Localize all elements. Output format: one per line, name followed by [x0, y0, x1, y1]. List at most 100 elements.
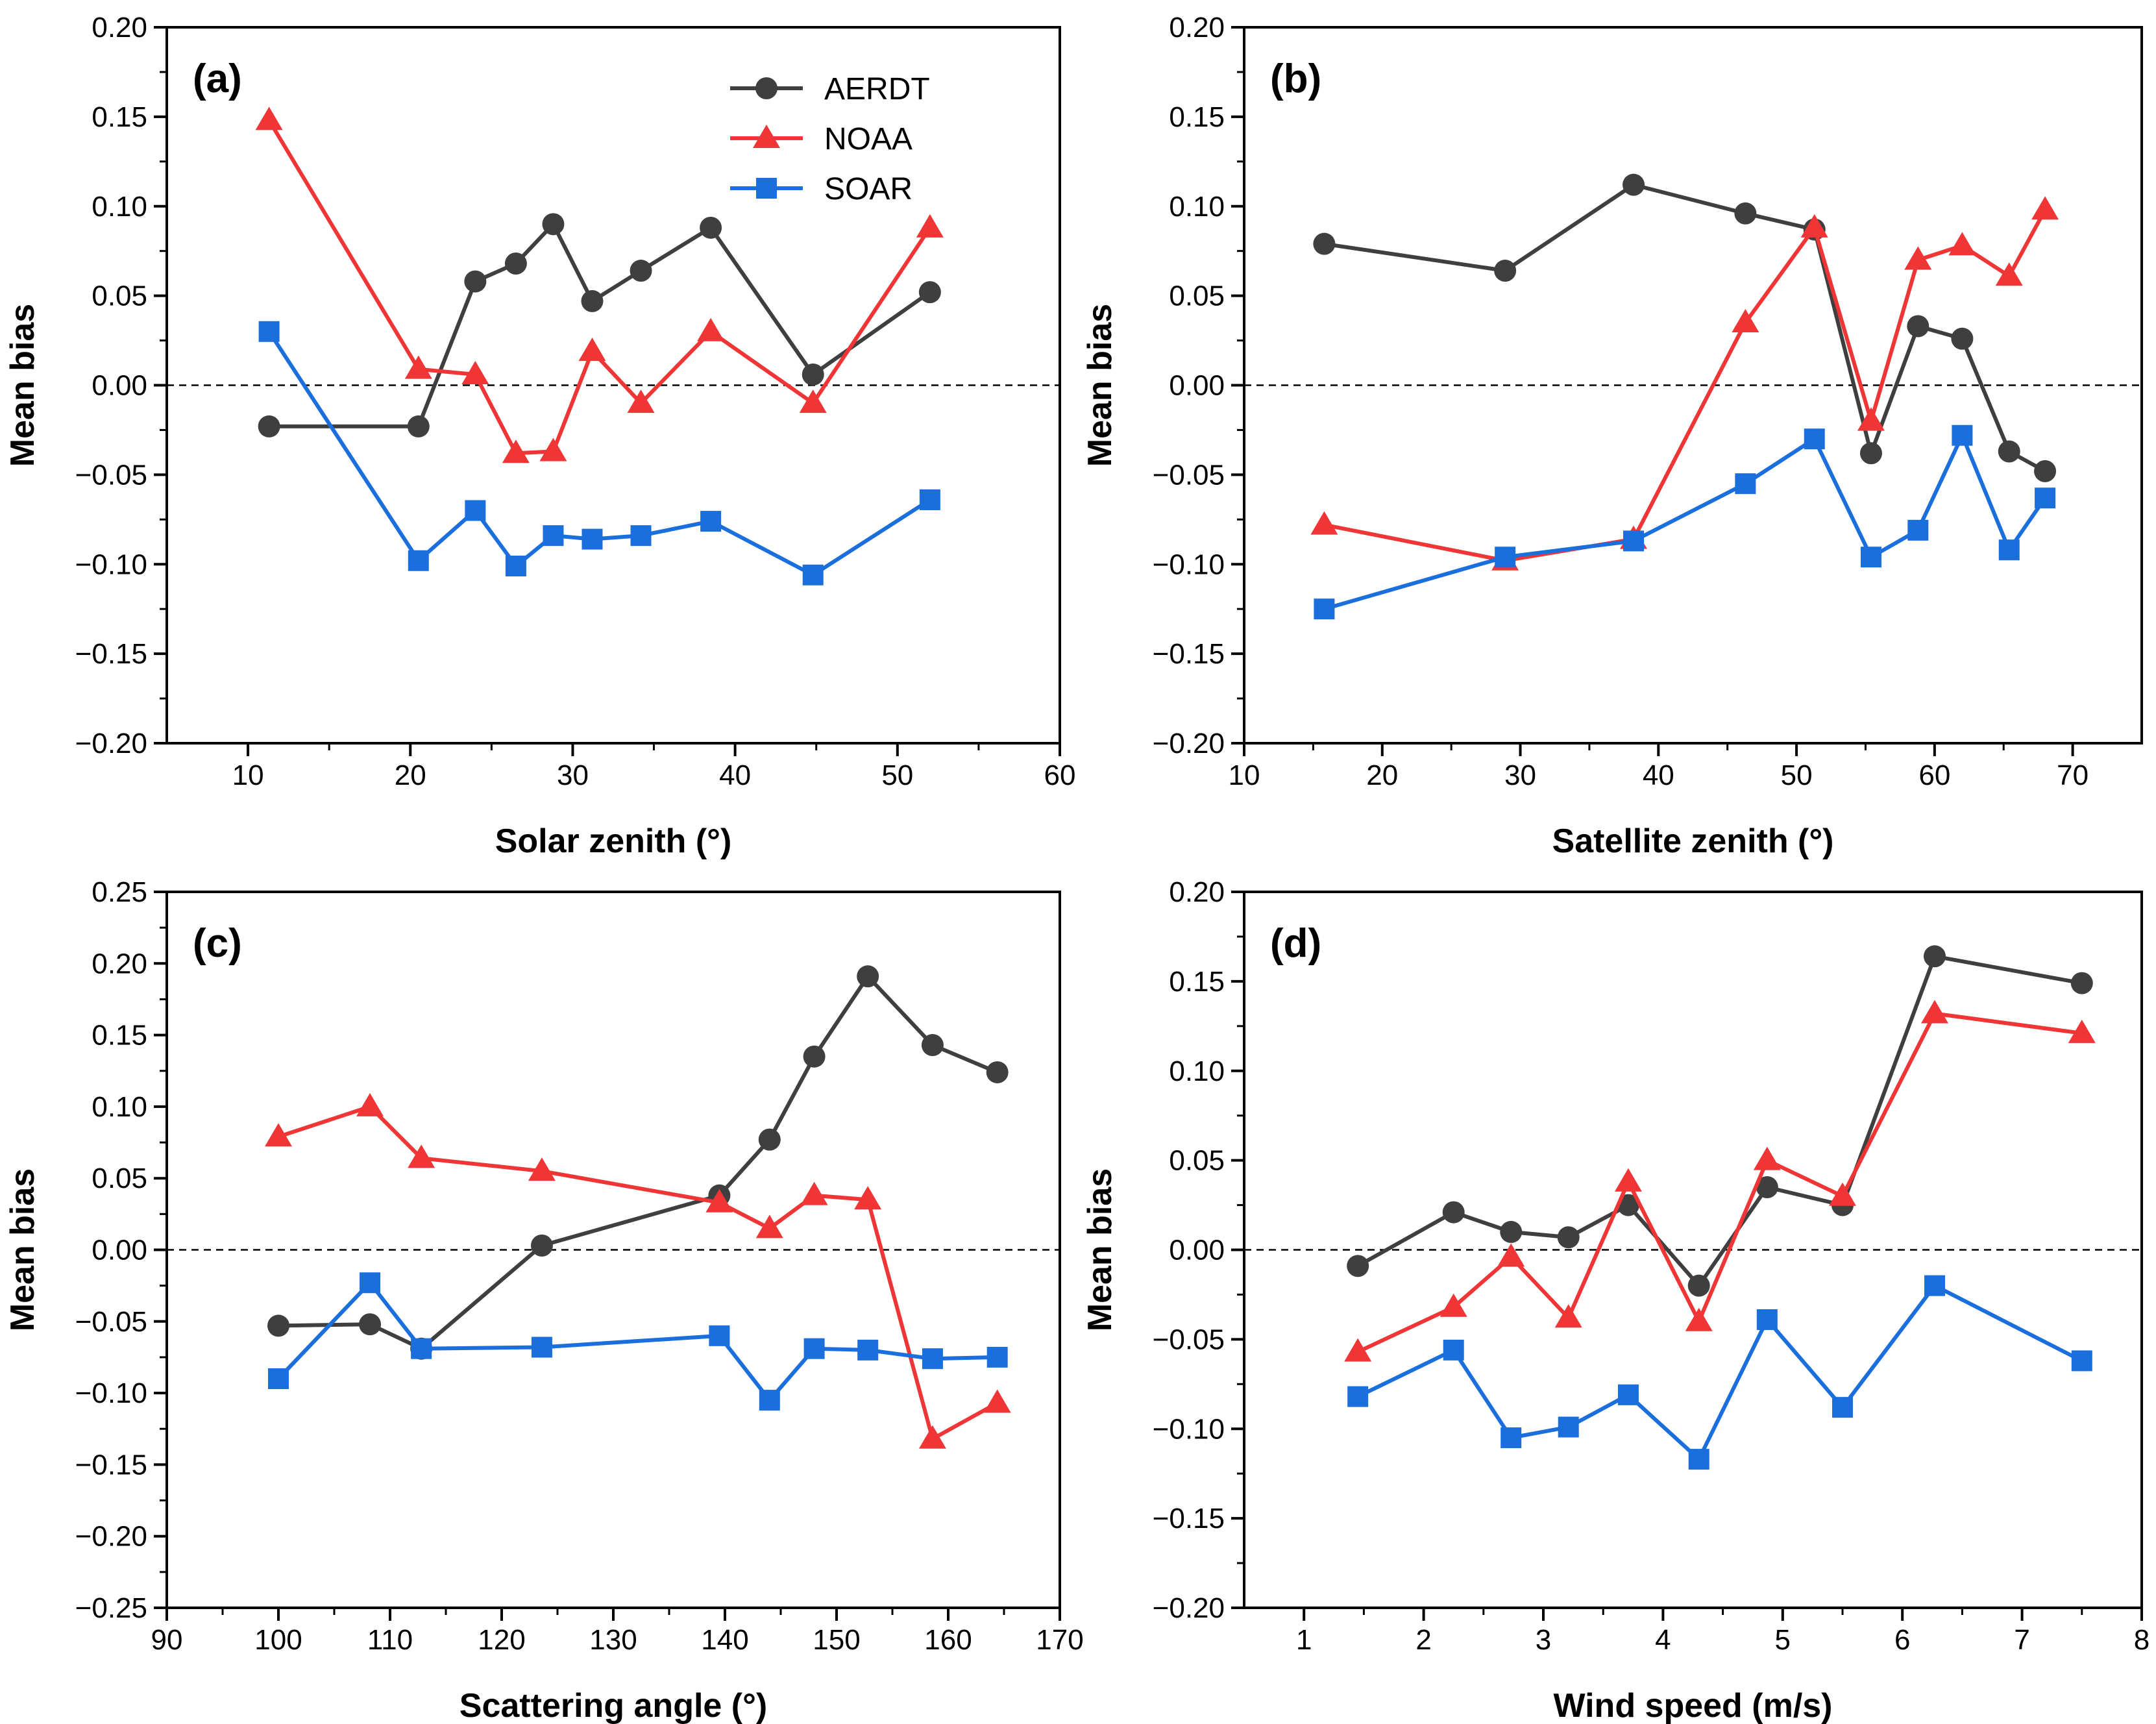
- x-tick-label: 3: [1536, 1624, 1551, 1656]
- data-point-aerdt: [1734, 202, 1757, 225]
- data-point-aerdt: [918, 281, 941, 304]
- y-tick-label: 0.10: [1169, 191, 1225, 223]
- series-aerdt: [267, 965, 1009, 1360]
- data-point-soar: [2071, 1350, 2092, 1372]
- y-tick-label: 0.10: [1169, 1055, 1225, 1087]
- data-point-aerdt: [803, 1045, 826, 1068]
- data-point-soar: [709, 1325, 730, 1346]
- series-aerdt: [1313, 173, 2057, 482]
- data-point-aerdt: [700, 216, 722, 239]
- data-point-soar: [1924, 1275, 1945, 1296]
- series-aerdt: [258, 213, 941, 437]
- y-tick-label: 0.10: [92, 1091, 147, 1123]
- legend-marker: [753, 125, 780, 148]
- data-point-noaa: [1685, 1307, 1713, 1331]
- panel-label: (a): [193, 56, 242, 101]
- data-point-aerdt: [1687, 1274, 1710, 1297]
- data-point-aerdt: [464, 270, 487, 293]
- y-tick-label: 0.00: [92, 370, 147, 402]
- y-axis-label: Mean bias: [4, 304, 42, 467]
- data-point-noaa: [1439, 1293, 1467, 1317]
- data-point-noaa: [2068, 1019, 2096, 1043]
- data-point-aerdt: [267, 1314, 289, 1337]
- x-tick-label: 140: [701, 1624, 748, 1656]
- x-tick-label: 50: [1781, 759, 1813, 791]
- data-point-soar: [919, 489, 940, 510]
- data-point-soar: [258, 321, 280, 342]
- legend-item-aerdt: AERDT: [730, 72, 930, 106]
- data-point-noaa: [578, 338, 606, 362]
- y-tick-label: −0.05: [1153, 1324, 1225, 1355]
- x-tick-label: 10: [1229, 759, 1260, 791]
- data-point-soar: [630, 525, 652, 547]
- y-tick-label: −0.10: [75, 548, 147, 580]
- series-soar: [1314, 425, 2056, 620]
- data-point-aerdt: [986, 1061, 1009, 1083]
- x-tick-label: 20: [395, 759, 426, 791]
- y-tick-label: −0.20: [1153, 728, 1225, 759]
- legend-item-soar: SOAR: [730, 172, 913, 206]
- series-line-noaa: [1356, 1011, 2083, 1354]
- data-point-aerdt: [1313, 232, 1336, 255]
- data-point-soar: [1998, 539, 2020, 561]
- data-point-noaa: [1554, 1304, 1582, 1328]
- data-point-noaa: [1344, 1338, 1372, 1362]
- series-line-aerdt: [1356, 954, 2083, 1288]
- y-tick-label: 0.10: [92, 191, 147, 223]
- data-point-soar: [582, 528, 603, 550]
- data-point-soar: [1347, 1386, 1369, 1407]
- x-axis-label: Scattering angle (°): [459, 1687, 767, 1724]
- data-point-aerdt: [630, 260, 652, 282]
- data-point-noaa: [265, 1123, 292, 1147]
- series-line-soar: [267, 330, 931, 577]
- series-soar: [258, 321, 940, 585]
- data-point-noaa: [528, 1157, 556, 1181]
- y-tick-label: 0.15: [1169, 966, 1225, 998]
- data-point-noaa: [1948, 232, 1976, 256]
- x-tick-label: 6: [1894, 1624, 1910, 1656]
- y-tick-label: −0.05: [75, 1306, 147, 1338]
- x-tick-label: 10: [232, 759, 264, 791]
- data-point-noaa: [1904, 246, 1932, 270]
- series-line-aerdt: [1323, 182, 2046, 473]
- data-point-noaa: [539, 437, 567, 462]
- data-point-noaa: [918, 1425, 946, 1449]
- x-tick-label: 120: [478, 1624, 525, 1656]
- data-point-soar: [1501, 1427, 1522, 1449]
- data-point-soar: [922, 1348, 943, 1370]
- data-point-noaa: [1857, 407, 1885, 431]
- legend-label: SOAR: [824, 172, 913, 206]
- series-noaa: [255, 106, 944, 463]
- data-point-soar: [1952, 425, 1973, 446]
- data-point-noaa: [916, 214, 944, 238]
- x-tick-label: 50: [881, 759, 913, 791]
- y-tick-label: 0.15: [1169, 101, 1225, 133]
- data-point-soar: [465, 500, 486, 521]
- data-point-aerdt: [758, 1128, 781, 1151]
- y-tick-label: −0.20: [75, 728, 147, 759]
- data-point-noaa: [1995, 262, 2023, 286]
- x-tick-label: 40: [719, 759, 751, 791]
- y-tick-label: −0.05: [75, 459, 147, 491]
- data-point-soar: [2035, 487, 2056, 509]
- data-point-noaa: [800, 1181, 828, 1205]
- data-point-soar: [505, 556, 526, 577]
- y-tick-label: −0.10: [75, 1377, 147, 1409]
- y-tick-label: 0.05: [92, 1163, 147, 1194]
- y-axis-label: Mean bias: [1081, 1168, 1119, 1331]
- legend-item-noaa: NOAA: [730, 122, 913, 156]
- data-point-soar: [268, 1368, 289, 1390]
- data-point-aerdt: [857, 965, 879, 988]
- data-point-aerdt: [2034, 460, 2057, 482]
- y-axis-label: Mean bias: [1081, 304, 1119, 467]
- series-line-aerdt: [269, 222, 931, 428]
- data-point-aerdt: [1617, 1194, 1639, 1216]
- panel-4: 1 2 3 4 5 6 7 8 −0.20 −0.15 −0.10 −0.05 0.00 0.05 0.10…: [1081, 876, 2150, 1724]
- panel-1: 10 20 30 40 50 60 −0.20 −0.15 −0.10 −0.05 0.00 0.05…: [4, 12, 1075, 860]
- data-point-aerdt: [1347, 1255, 1369, 1277]
- data-point-aerdt: [1907, 315, 1929, 338]
- data-point-soar: [1623, 530, 1645, 552]
- x-tick-label: 8: [2134, 1624, 2150, 1656]
- data-point-aerdt: [1442, 1201, 1465, 1224]
